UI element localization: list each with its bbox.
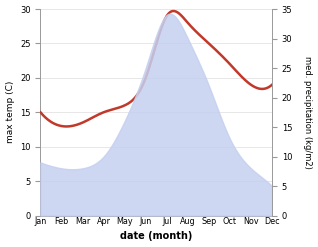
Y-axis label: med. precipitation (kg/m2): med. precipitation (kg/m2) bbox=[303, 56, 313, 169]
X-axis label: date (month): date (month) bbox=[120, 231, 192, 242]
Y-axis label: max temp (C): max temp (C) bbox=[5, 81, 15, 144]
